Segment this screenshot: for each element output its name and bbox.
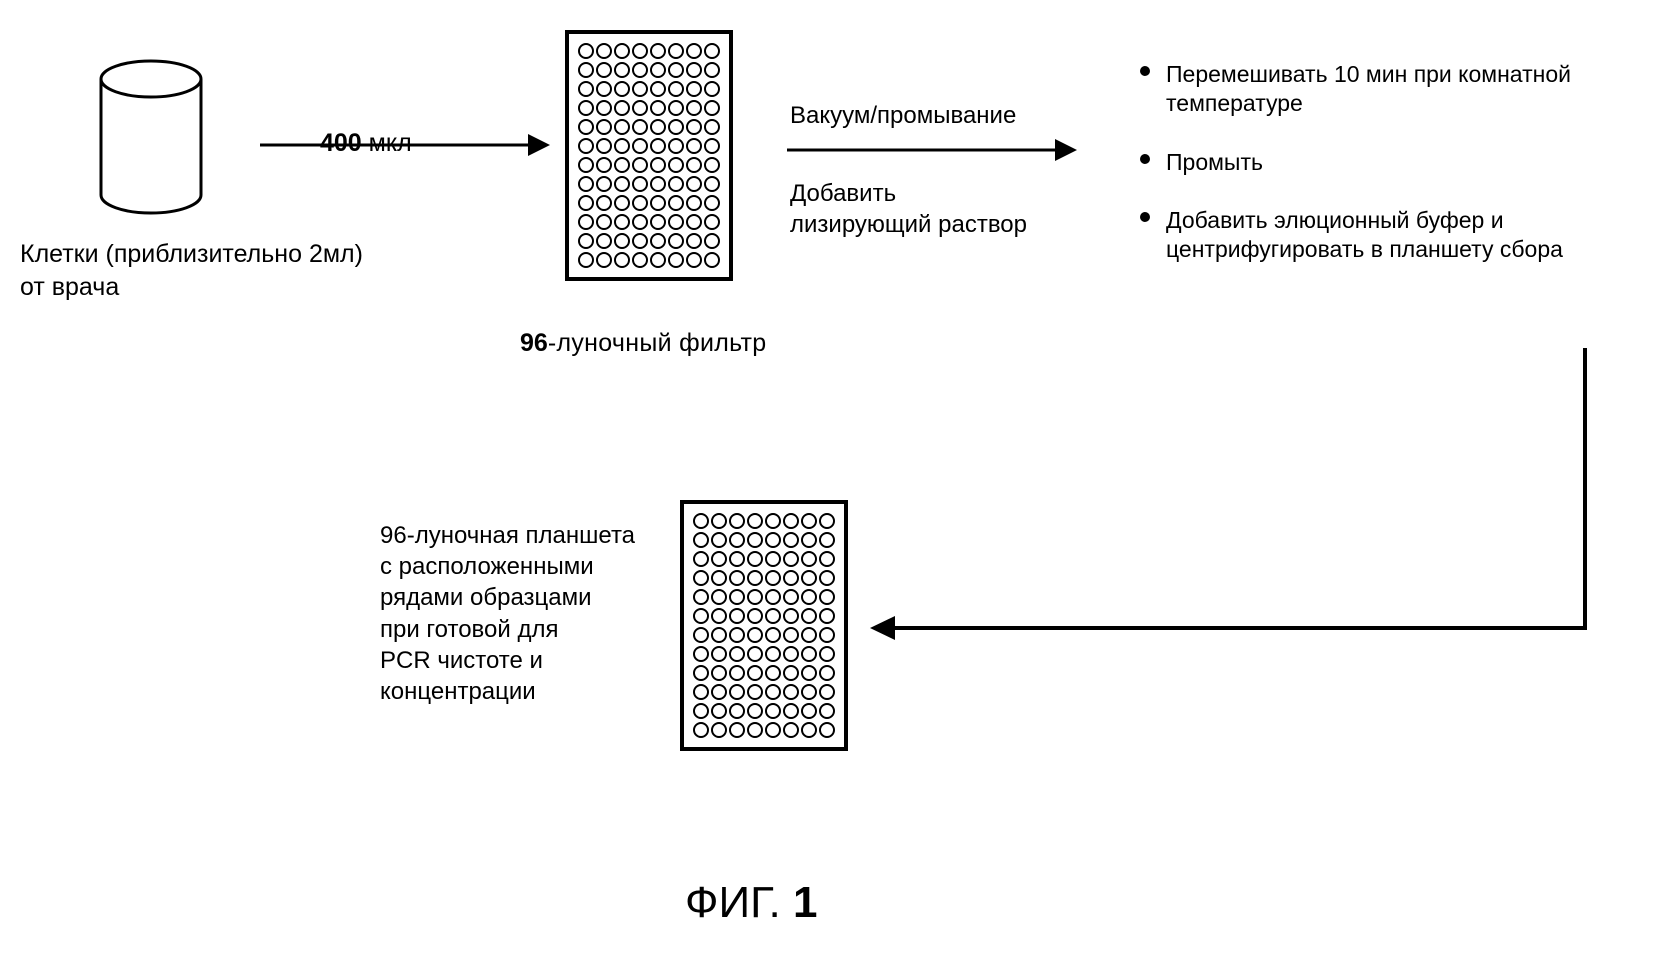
arrow-elbow-icon [870, 348, 1590, 668]
cells-caption: Клетки (приблизительно 2мл) от врача [20, 238, 363, 303]
cells-cylinder-icon [86, 57, 216, 217]
figure-number: 1 [793, 878, 817, 927]
bullet-item: Добавить элюционный буфер и центрифугиро… [1140, 206, 1673, 264]
plate-96-collection-caption: 96-луночная планшета с расположенными ря… [380, 520, 635, 707]
plate-96-filter-icon [565, 30, 733, 281]
bullet-item: Промыть [1140, 148, 1673, 177]
arrow-transfer-unit: мкл [362, 129, 412, 157]
plate-96-filter-rest: -луночный фильтр [548, 329, 767, 357]
bullet-text: Промыть [1166, 149, 1263, 175]
arrow-vacuum-icon [787, 125, 1077, 175]
arrow-vacuum-top-label: Вакуум/промывание [790, 102, 1016, 130]
bullet-item: Перемешивать 10 мин при комнатной темпер… [1140, 60, 1673, 118]
figure-prefix: ФИГ. [685, 878, 793, 927]
arrow-transfer-label: 400 мкл [320, 100, 412, 158]
figure-label: ФИГ. 1 [685, 828, 817, 928]
bullet-text: Перемешивать 10 мин при комнатной темпер… [1166, 61, 1571, 116]
bullet-text: Добавить элюционный буфер и центрифугиро… [1166, 207, 1563, 262]
steps-bullet-list: Перемешивать 10 мин при комнатной темпер… [1140, 60, 1673, 294]
arrow-vacuum-bottom-label: Добавить лизирующий раствор [790, 178, 1027, 240]
plate-96-filter-num: 96 [520, 329, 548, 357]
plate-96-filter-caption: 96-луночный фильтр [520, 300, 766, 358]
arrow-transfer-amount: 400 [320, 129, 362, 157]
figure-canvas: Клетки (приблизительно 2мл) от врача 400… [0, 0, 1673, 961]
plate-96-collection-icon [680, 500, 848, 751]
